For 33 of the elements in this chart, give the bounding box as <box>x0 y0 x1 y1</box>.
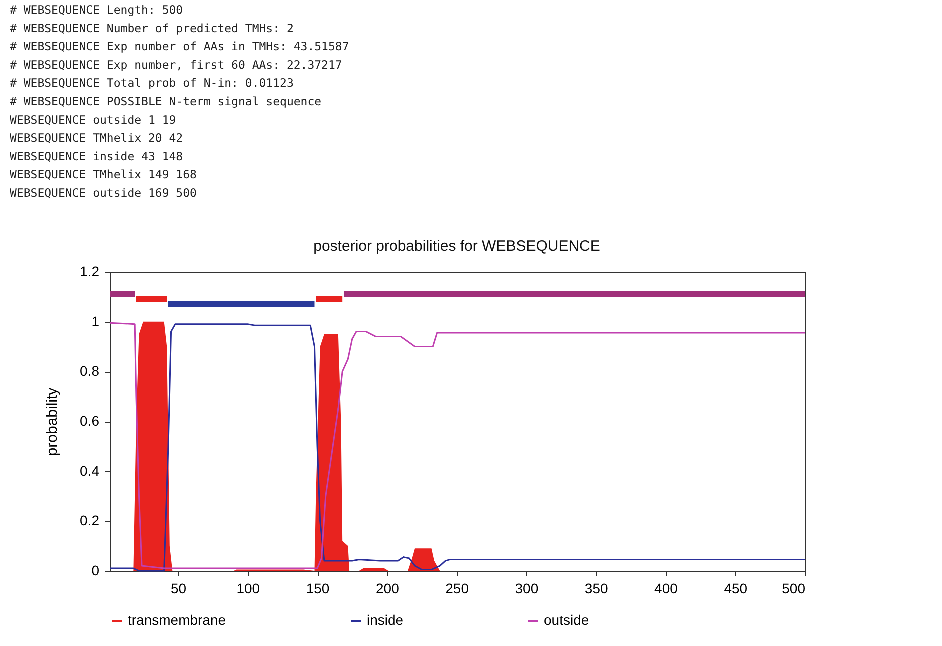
x-tick-label: 400 <box>654 580 678 596</box>
x-tick-label: 450 <box>724 580 748 596</box>
text: WEBSEQUENCE outside 1 19 <box>10 112 176 127</box>
text: WEBSEQUENCE TMhelix 20 42 <box>10 131 184 146</box>
x-tick-label: 500 <box>782 580 806 596</box>
x-tick-label: 250 <box>446 580 470 596</box>
y-tick-label: 0.4 <box>80 462 100 479</box>
legend-label: outside <box>544 612 590 628</box>
x-tick-label: 200 <box>376 580 400 596</box>
y-tick-label: 0 <box>92 562 100 578</box>
x-tick-label: 350 <box>584 580 608 596</box>
y-tick-label: 0.6 <box>80 413 100 429</box>
y-tick-label: 0.8 <box>80 363 100 380</box>
text: WEBSEQUENCE outside 169 500 <box>10 186 198 200</box>
y-tick-label: 0.2 <box>80 512 100 529</box>
text: # WEBSEQUENCE POSSIBLE N-term signal sequence <box>10 94 322 108</box>
legend-label: inside <box>367 612 404 628</box>
text: WEBSEQUENCE inside 43 148 <box>10 149 184 164</box>
text: # WEBSEQUENCE Exp number, first 60 AAs: 22.37217 <box>10 58 342 72</box>
text: # WEBSEQUENCE Number of predicted TMHs: 2 <box>10 21 294 36</box>
y-tick-label: 1 <box>92 313 100 330</box>
chart-title: posterior probabilities for WEBSEQUENCE <box>314 238 600 255</box>
x-tick-label: 100 <box>236 580 260 596</box>
y-tick-label: 1.2 <box>80 264 100 280</box>
y-axis-title: probability <box>44 387 62 456</box>
x-tick-label: 300 <box>515 580 539 596</box>
text: # WEBSEQUENCE Exp number of AAs in TMHs: 43.51587 <box>10 40 350 54</box>
legend-label: transmembrane <box>128 612 226 628</box>
text: WEBSEQUENCE TMhelix 149 168 <box>10 168 198 182</box>
text: # WEBSEQUENCE Total prob of N-in: 0.01123 <box>10 76 294 90</box>
x-tick-label: 50 <box>170 580 187 596</box>
x-tick-label: 150 <box>306 580 330 596</box>
text: # WEBSEQUENCE Length: 500 <box>10 3 184 17</box>
